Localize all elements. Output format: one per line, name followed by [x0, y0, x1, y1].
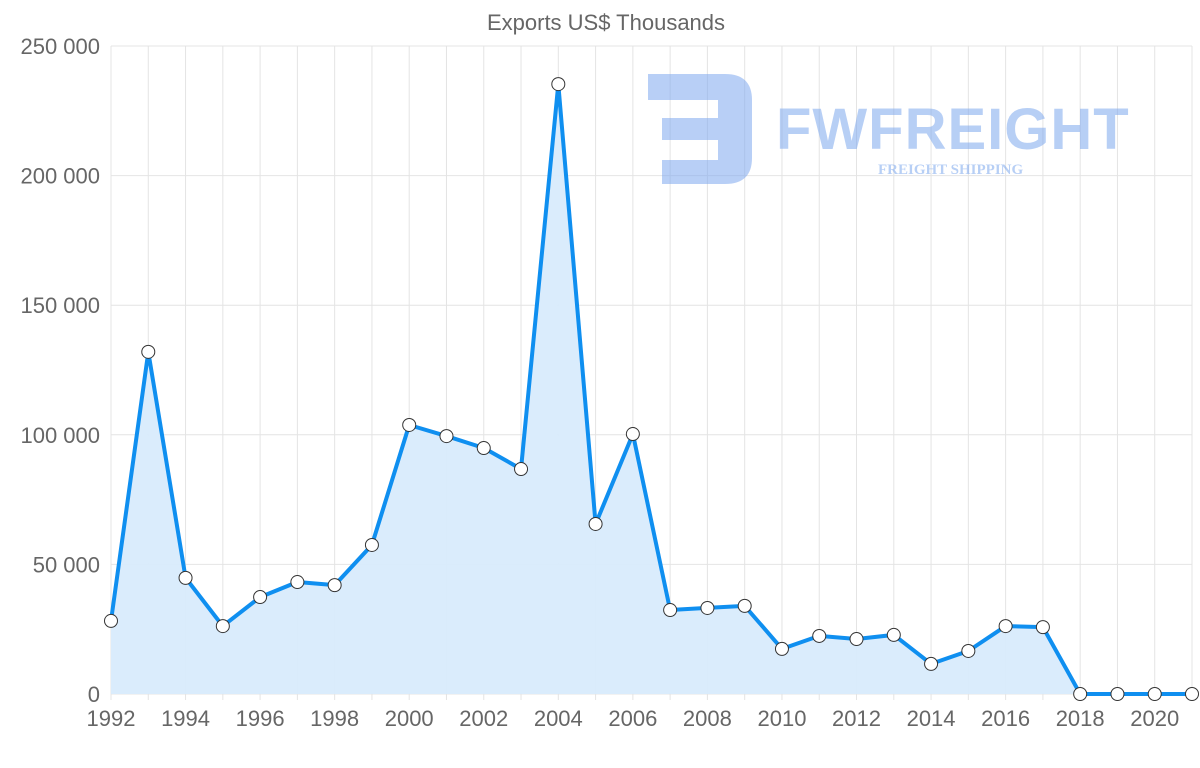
data-point [402, 417, 417, 432]
data-point [625, 427, 640, 442]
x-tick-label: 1996 [236, 706, 285, 731]
data-point [1035, 620, 1050, 635]
x-tick-label: 1994 [161, 706, 210, 731]
data-points [104, 77, 1199, 701]
data-point [663, 603, 678, 618]
data-point [1073, 687, 1088, 701]
logo-mark-icon [648, 74, 752, 184]
data-point [998, 619, 1013, 634]
data-point [178, 570, 193, 585]
y-tick-label: 250 000 [20, 34, 100, 59]
data-point [1185, 687, 1199, 701]
x-tick-label: 2006 [608, 706, 657, 731]
data-point [1110, 687, 1125, 701]
x-tick-label: 2004 [534, 706, 583, 731]
data-point [588, 516, 603, 531]
data-point [886, 627, 901, 642]
x-tick-label: 2008 [683, 706, 732, 731]
data-point [514, 462, 529, 477]
y-tick-label: 200 000 [20, 164, 100, 189]
x-axis: 1992 1994 1996 1998 2000 2002 2004 2006 2008 2010… [87, 706, 1180, 731]
x-tick-label: 2000 [385, 706, 434, 731]
x-tick-label: 1998 [310, 706, 359, 731]
y-tick-label: 100 000 [20, 423, 100, 448]
data-point [700, 600, 715, 615]
data-point [812, 628, 827, 643]
data-point [551, 77, 566, 92]
x-tick-label: 2010 [757, 706, 806, 731]
y-tick-label: 150 000 [20, 293, 100, 318]
data-point [215, 619, 230, 634]
x-tick-label: 2020 [1130, 706, 1179, 731]
y-tick-label: 50 000 [33, 552, 100, 577]
data-point [476, 441, 491, 456]
data-point [1147, 687, 1162, 701]
x-tick-label: 2016 [981, 706, 1030, 731]
series-area [111, 84, 1192, 695]
data-point [924, 656, 939, 671]
x-tick-label: 2002 [459, 706, 508, 731]
watermark-brand: FWFREIGHT [776, 97, 1130, 162]
x-tick-label: 1992 [87, 706, 136, 731]
x-tick-label: 2012 [832, 706, 881, 731]
x-tick-label: 2018 [1056, 706, 1105, 731]
data-point [849, 632, 864, 647]
data-point [774, 641, 789, 656]
data-point [253, 590, 268, 605]
y-tick-label: 0 [88, 682, 100, 707]
data-point [104, 613, 118, 628]
data-point [737, 598, 752, 613]
y-axis: 0 50 000 100 000 150 000 200 000 250 000 [20, 34, 100, 707]
data-point [327, 578, 342, 593]
data-point [364, 537, 379, 552]
data-point [439, 429, 454, 444]
watermark-tagline: FREIGHT SHIPPING [878, 162, 1023, 178]
x-tick-label: 2014 [907, 706, 956, 731]
data-point [141, 344, 156, 359]
data-point [290, 575, 305, 590]
watermark-logo: FWFREIGHT FREIGHT SHIPPING [648, 74, 1130, 184]
chart-title: Exports US$ Thousands [487, 10, 725, 35]
data-point [961, 643, 976, 658]
